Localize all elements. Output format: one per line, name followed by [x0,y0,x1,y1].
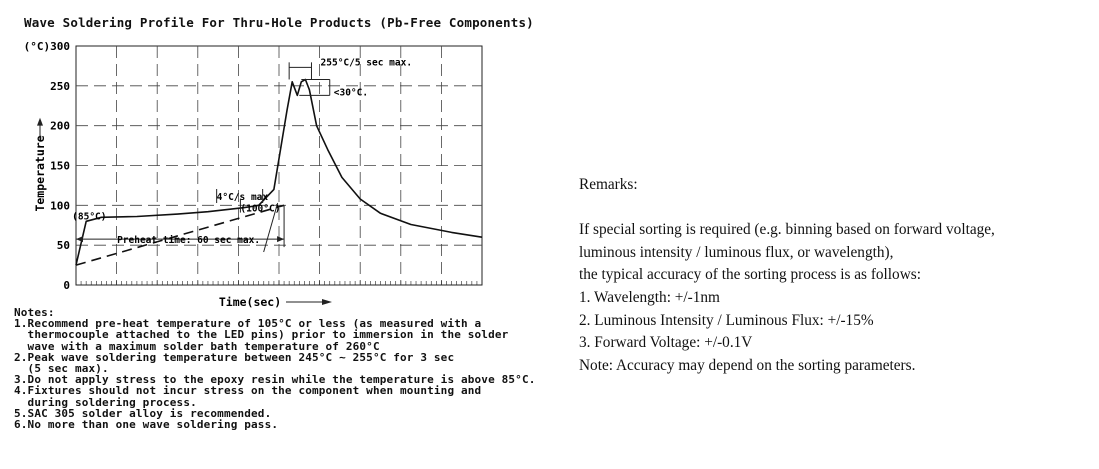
y-tick-label: 100 [50,199,70,212]
preheat-arrow-right [277,236,285,243]
annotation-peak: 255°C/5 sec max. [321,57,413,68]
temperature-profile-line [75,78,483,266]
note-line: wave with a maximum solder bath temperat… [14,339,380,353]
notes-heading: Notes: [14,306,55,319]
annotation-100c: (100°C) [240,204,280,215]
note-line: (5 sec max). [14,362,109,376]
preheat-ramp-dashed-line [75,204,285,266]
annotation-dip: <30°C. [334,87,368,98]
annotation-ramp-rate: 4°C/s max [217,192,269,203]
y-tick-label: 250 [50,80,70,93]
y-tick-label: (°C)300 [24,40,70,53]
note-line: 5.SAC 305 solder alloy is recommended. [14,406,272,420]
note-line: during soldering process. [14,395,197,409]
x-axis-arrow-head [322,299,332,305]
annotation-preheat-time: Preheat time: 60 sec max. [117,235,260,246]
note-line: 6.No more than one wave soldering pass. [14,418,279,432]
chart-svg: 0 50 100 150 200 250 (°C)300 Temperature Time(se… [24,40,483,309]
remarks-item: 1. Wavelength: +/-1nm [579,288,720,306]
note-line: 4.Fixtures should not incur stress on th… [14,384,482,398]
y-tick-label: 150 [50,160,70,173]
note-line: thermocouple attached to the LED pins) p… [14,328,509,342]
y-axis-arrow-head [37,117,43,126]
notes-block: Notes: 1.Recommend pre-heat temperature o… [14,307,559,430]
annotation-leader [263,202,279,253]
remarks-intro-line: If special sorting is required (e.g. bin… [579,221,995,239]
remarks-intro-line: the typical accuracy of the sorting proc… [579,266,921,284]
note-line: 3.Do not apply stress to the epoxy resin… [14,373,536,387]
y-axis-label: Temperature [33,135,47,211]
remarks-intro-line: luminous intensity / luminous flux, or w… [579,243,894,261]
remarks-item: 3. Forward Voltage: +/-0.1V [579,334,753,352]
remarks-item: 2. Luminous Intensity / Luminous Flux: +… [579,311,874,329]
remarks-block: Remarks: If special sorting is required … [579,174,1089,377]
y-tick-label: 50 [57,239,70,252]
annotation-85c: (85°C) [72,211,106,222]
x-axis-label: Time(sec) [219,295,281,309]
chart-title: Wave Soldering Profile For Thru-Hole Pro… [24,15,534,30]
remarks-spacer [579,197,1089,220]
y-tick-label: 0 [63,279,70,292]
preheat-arrow-left [76,236,83,243]
remarks-note: Note: Accuracy may depend on the sorting… [579,356,916,374]
note-line: 1.Recommend pre-heat temperature of 105°… [14,317,482,331]
soldering-profile-chart: 0 50 100 150 200 250 (°C)300 Temperature Time(se… [0,0,560,318]
y-tick-label: 200 [50,120,70,133]
remarks-heading: Remarks: [579,176,638,193]
note-line: 2.Peak wave soldering temperature betwee… [14,350,455,364]
